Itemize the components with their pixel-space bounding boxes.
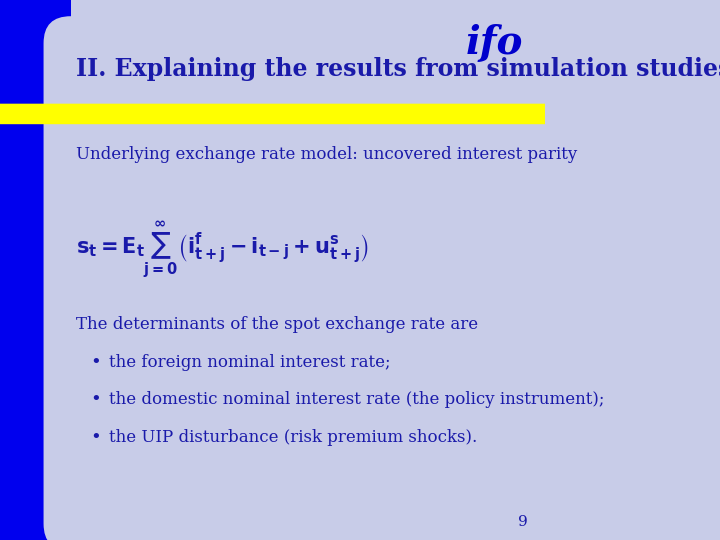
Text: 9: 9	[518, 515, 528, 529]
Text: $\mathbf{s_t = E_t \sum_{j=0}^{\infty}\left(i_{t+j}^f - i_{t-j} + u_{t+j}^s\righ: $\mathbf{s_t = E_t \sum_{j=0}^{\infty}\l…	[76, 219, 369, 280]
FancyBboxPatch shape	[0, 104, 553, 124]
Text: •: •	[90, 429, 101, 447]
Text: ifo: ifo	[465, 24, 523, 62]
FancyBboxPatch shape	[44, 16, 555, 540]
Text: the UIP disturbance (risk premium shocks).: the UIP disturbance (risk premium shocks…	[109, 429, 477, 446]
Text: II. Explaining the results from simulation studies: II. Explaining the results from simulati…	[76, 57, 720, 80]
Text: •: •	[90, 392, 101, 409]
Text: Underlying exchange rate model: uncovered interest parity: Underlying exchange rate model: uncovere…	[76, 146, 577, 163]
Text: The determinants of the spot exchange rate are: The determinants of the spot exchange ra…	[76, 316, 478, 333]
FancyBboxPatch shape	[0, 0, 71, 540]
Text: the foreign nominal interest rate;: the foreign nominal interest rate;	[109, 354, 390, 370]
Text: •: •	[90, 354, 101, 372]
Text: the domestic nominal interest rate (the policy instrument);: the domestic nominal interest rate (the …	[109, 392, 604, 408]
